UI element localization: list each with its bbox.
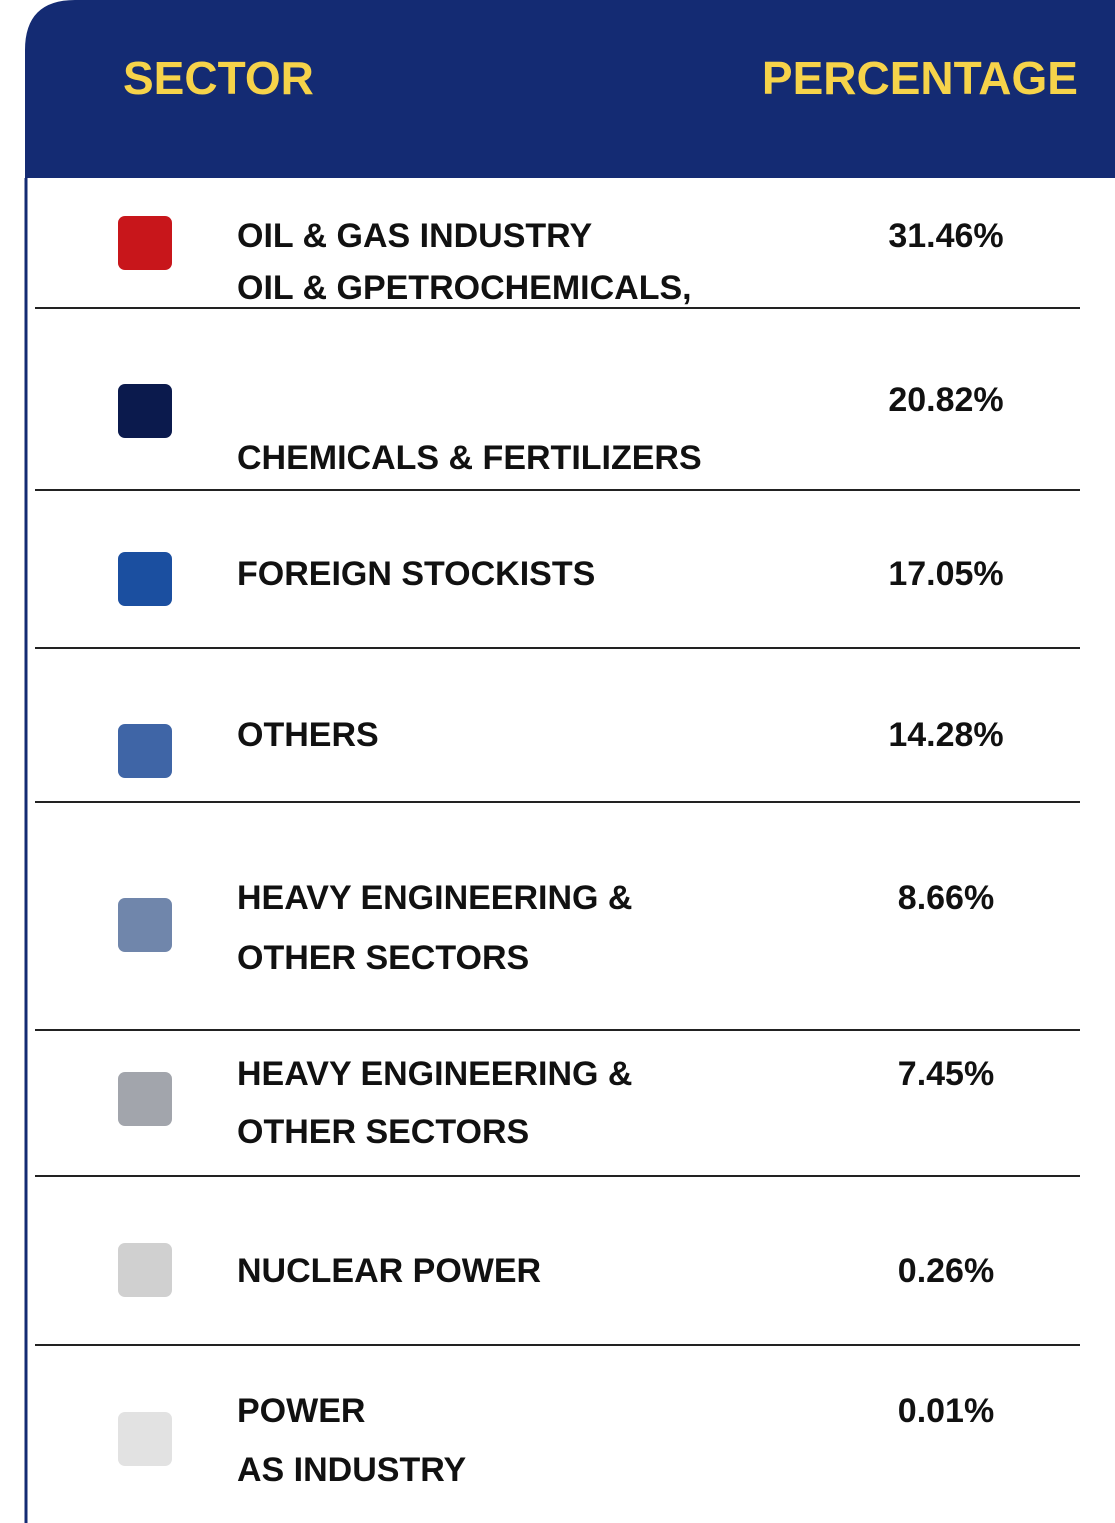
color-swatch: [118, 216, 172, 270]
color-swatch: [118, 1072, 172, 1126]
percentage: 20.82%: [888, 381, 1003, 419]
sector-label: OIL & GAS INDUSTRY: [237, 217, 592, 255]
color-swatch: [118, 898, 172, 952]
percentage: 8.66%: [898, 879, 994, 917]
percentage: 31.46%: [888, 217, 1003, 255]
sector-label: OTHER SECTORS: [237, 939, 529, 977]
sector-label: HEAVY ENGINEERING &: [237, 1055, 632, 1093]
color-swatch: [118, 724, 172, 778]
percentage: 0.01%: [898, 1392, 994, 1430]
sector-label: POWER: [237, 1392, 365, 1430]
percentage: 7.45%: [898, 1055, 994, 1093]
header-sector: SECTOR: [123, 52, 314, 104]
color-swatch: [118, 1243, 172, 1297]
sector-label: HEAVY ENGINEERING &: [237, 879, 632, 917]
header-percentage: PERCENTAGE: [762, 52, 1078, 104]
color-swatch: [118, 552, 172, 606]
sector-label: FOREIGN STOCKISTS: [237, 555, 595, 593]
sector-label: NUCLEAR POWER: [237, 1252, 541, 1290]
sector-label: OIL & GPETROCHEMICALS,: [237, 269, 692, 307]
percentage: 17.05%: [888, 555, 1003, 593]
sector-label: OTHER SECTORS: [237, 1113, 529, 1151]
color-swatch: [118, 384, 172, 438]
percentage: 14.28%: [888, 716, 1003, 754]
header-bar: [25, 0, 1115, 1523]
color-swatch: [118, 1412, 172, 1466]
percentage: 0.26%: [898, 1252, 994, 1290]
sector-label: OTHERS: [237, 716, 379, 754]
sector-label: AS INDUSTRY: [237, 1451, 467, 1489]
sector-label: CHEMICALS & FERTILIZERS: [237, 439, 702, 477]
